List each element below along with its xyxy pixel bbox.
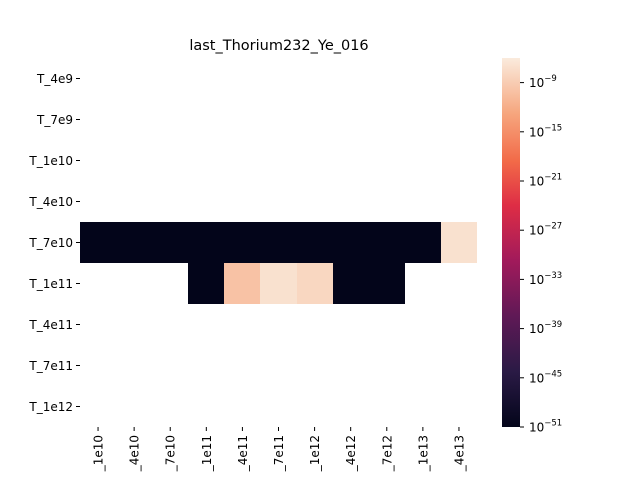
colorbar-tick-label: 10−33 [529,271,562,287]
colorbar-gradient [502,58,520,427]
heatmap-cell [441,222,477,263]
y-tick-label: T_1e11 [28,277,73,291]
y-tick-label: T_4e11 [28,318,73,332]
heatmap-cell [224,263,260,304]
x-tick-label: _1e10 [92,435,106,472]
chart-title: last_Thorium232_Ye_016 [189,38,368,54]
x-tick-label: _7e10 [164,435,178,472]
x-tick-label: _4e10 [128,435,142,472]
colorbar-tick-label: 10−51 [529,419,562,435]
colorbar-tick-label: 10−45 [529,369,562,385]
colorbar-ticks: 10−9 10−15 10−21 10−27 10−33 10−39 10−45 10−51 [520,74,562,435]
x-tick-label: _1e12 [308,435,322,472]
heatmap-cell [116,222,152,263]
x-tick-label: _1e11 [200,435,214,472]
heatmap-cell [369,263,405,304]
x-axis: _1e10 _4e10 _7e10 _1e11 _4e11 _7e11 _1e12 _4e12… [92,427,466,472]
heatmap-cell [333,222,369,263]
y-tick-label: T_1e12 [28,400,73,414]
heatmap-cell [333,263,369,304]
y-tick-label: T_7e10 [28,236,73,250]
colorbar-tick-label: 10−9 [529,74,557,90]
colorbar-tick-label: 10−27 [529,222,562,238]
x-tick-label: _4e13 [452,435,466,472]
x-tick-label: _4e12 [344,435,358,472]
y-tick-label: T_4e9 [36,72,73,86]
heatmap-cell [80,222,116,263]
x-tick-label: _7e12 [380,435,394,472]
heatmap-cell [405,222,441,263]
colorbar-tick-label: 10−15 [529,123,562,139]
y-tick-label: T_4e10 [28,195,73,209]
heatmap-cell [224,222,260,263]
heatmap-cells [80,222,477,304]
x-tick-label: _7e11 [272,435,286,472]
x-tick-label: _1e13 [416,435,430,472]
heatmap-cell [297,263,333,304]
y-tick-label: T_1e10 [28,154,73,168]
colorbar: 10−9 10−15 10−21 10−27 10−33 10−39 10−45 10−51 [502,58,562,435]
y-tick-label: T_7e11 [28,359,73,373]
heatmap-cell [297,222,333,263]
y-tick-label: T_7e9 [36,113,73,127]
x-tick-label: _4e11 [236,435,250,472]
heatmap-cell [260,222,297,263]
colorbar-tick-label: 10−39 [529,320,562,336]
heatmap-cell [369,222,405,263]
colorbar-tick-label: 10−21 [529,173,562,189]
heatmap-cell [188,222,224,263]
y-axis: T_4e9 T_7e9 T_1e10 T_4e10 T_7e10 T_1e11 T_4e11… [28,72,80,414]
heatmap-cell [260,263,297,304]
heatmap-cell [188,263,224,304]
heatmap-cell [152,222,188,263]
